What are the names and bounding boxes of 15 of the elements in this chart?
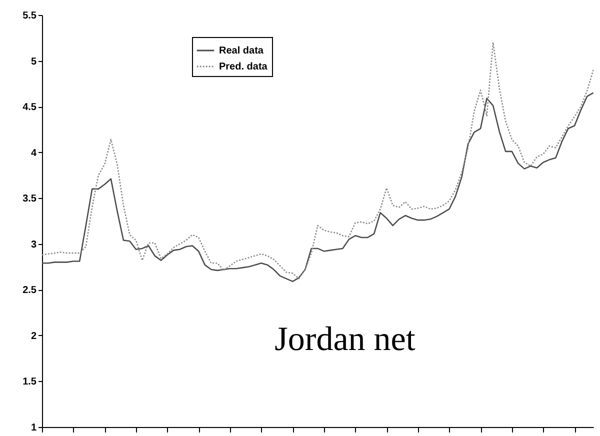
line-series <box>41 92 594 282</box>
y-tick-label: 3 <box>30 239 37 250</box>
y-tick-label: 5 <box>30 56 37 68</box>
y-tick-label: 4.5 <box>22 102 37 114</box>
annotation: Jordan net <box>274 321 416 358</box>
y-tick-label: 2.5 <box>22 285 37 296</box>
line-series <box>41 42 594 280</box>
legend-label: Pred. data <box>219 62 268 72</box>
y-tick-label: 5.5 <box>22 10 37 22</box>
y-tick-label: 3.5 <box>22 194 37 205</box>
y-tick-label: 4 <box>30 148 37 159</box>
y-tick-label: 1 <box>30 422 37 434</box>
legend-label: Real data <box>219 46 264 56</box>
y-tick-label: 1.5 <box>22 376 37 388</box>
y-tick-label: 2 <box>30 330 37 342</box>
